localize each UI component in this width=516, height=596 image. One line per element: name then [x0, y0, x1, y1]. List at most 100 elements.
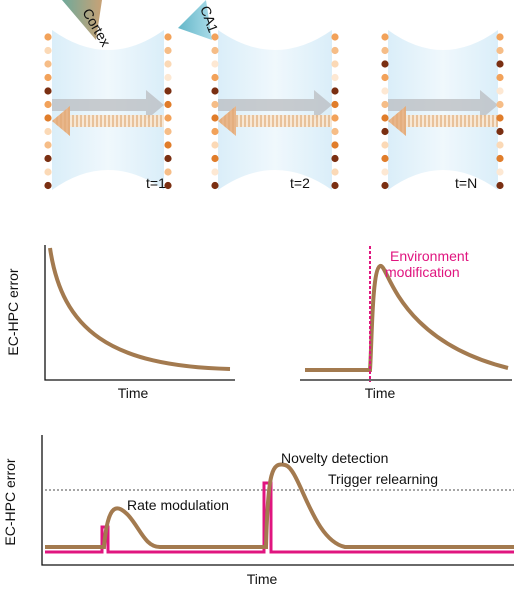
neuron	[164, 100, 172, 109]
neuron	[496, 141, 504, 149]
neuron	[211, 181, 219, 190]
neuron	[331, 154, 339, 163]
neuron	[381, 154, 389, 163]
neuron	[164, 87, 172, 95]
neuron	[164, 168, 172, 176]
neuron	[164, 46, 172, 55]
neuron	[211, 100, 219, 109]
neuron	[381, 141, 389, 149]
annotation: modification	[385, 264, 460, 280]
time-label: t=2	[290, 175, 310, 191]
annotation: Rate modulation	[127, 497, 229, 513]
neuron	[331, 141, 339, 149]
neuron	[44, 73, 52, 82]
neuron	[44, 33, 52, 41]
neuron	[164, 154, 172, 163]
panel-relearning	[41, 435, 514, 566]
annotation: Novelty detection	[281, 450, 388, 466]
neuron	[381, 181, 389, 190]
arrow-head	[218, 106, 236, 136]
neuron	[381, 114, 389, 122]
annotation: Environment	[390, 248, 469, 264]
neuron	[496, 127, 504, 136]
x-axis-label: Time	[365, 385, 396, 401]
y-axis-label: EC-HPC error	[2, 458, 18, 545]
arrow-right	[52, 90, 164, 120]
neuron	[44, 168, 52, 176]
arrow-left	[218, 106, 332, 136]
neuron	[211, 33, 219, 41]
time-label: t=1	[146, 175, 166, 191]
cortex-icon	[62, 0, 102, 40]
neuron	[331, 60, 339, 68]
neuron	[211, 141, 219, 149]
neuron	[44, 127, 52, 136]
neuron	[44, 181, 52, 190]
neuron	[331, 100, 339, 109]
neuron	[496, 46, 504, 55]
neuron	[331, 33, 339, 41]
neuron	[44, 154, 52, 163]
neuron	[164, 73, 172, 82]
neuron	[44, 100, 52, 109]
neuron	[211, 87, 219, 95]
neuron	[496, 33, 504, 41]
arrow-left	[52, 106, 164, 136]
neuron	[44, 114, 52, 122]
region-label: Cortex	[79, 6, 113, 50]
neuron	[381, 100, 389, 109]
neuron	[496, 114, 504, 122]
panel-decay	[44, 245, 235, 381]
neuron	[381, 127, 389, 136]
neuron	[381, 46, 389, 55]
neuron	[44, 87, 52, 95]
neuron	[381, 73, 389, 82]
neuron	[211, 114, 219, 122]
time-label: t=N	[455, 175, 477, 191]
neuron	[164, 127, 172, 136]
neuron	[211, 127, 219, 136]
annotation: Trigger relearning	[328, 471, 438, 487]
neuron	[381, 87, 389, 95]
neuron-dots	[44, 33, 504, 190]
neuron	[164, 141, 172, 149]
ca1-icon	[178, 0, 212, 40]
neuron	[331, 73, 339, 82]
neuron	[331, 46, 339, 55]
neuron	[496, 100, 504, 109]
neuron	[496, 87, 504, 95]
arrow-right	[388, 90, 498, 120]
neuron	[331, 168, 339, 176]
neuron	[164, 33, 172, 41]
neuron	[211, 168, 219, 176]
neuron	[496, 181, 504, 190]
neuron	[331, 114, 339, 122]
x-axis-label: Time	[247, 571, 278, 587]
arrow-right	[218, 90, 332, 120]
neuron	[496, 60, 504, 68]
neuron	[331, 127, 339, 136]
arrow-left	[388, 106, 498, 136]
neuron	[381, 60, 389, 68]
neuron	[164, 181, 172, 190]
neuron	[496, 73, 504, 82]
neuron	[44, 60, 52, 68]
neuron	[331, 181, 339, 190]
neuron	[496, 154, 504, 163]
y-axis-label: EC-HPC error	[5, 268, 21, 355]
arrows	[52, 90, 498, 136]
neuron	[381, 168, 389, 176]
arrow-head	[52, 106, 70, 136]
neuron	[44, 141, 52, 149]
neuron	[381, 33, 389, 41]
neuron	[211, 46, 219, 55]
neuron	[496, 168, 504, 176]
neuron	[164, 114, 172, 122]
neuron	[44, 46, 52, 55]
neuron	[211, 154, 219, 163]
neuron	[164, 60, 172, 68]
arrow-head	[388, 106, 406, 136]
neuron	[331, 87, 339, 95]
neuron	[211, 60, 219, 68]
